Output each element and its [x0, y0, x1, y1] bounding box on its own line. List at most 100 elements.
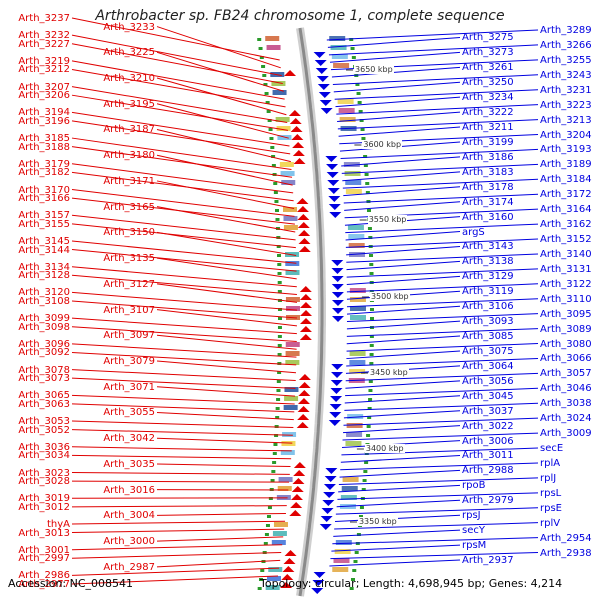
gene-label-right: Arth_3255 — [540, 54, 592, 66]
gene-label-right: Arth_3037 — [462, 405, 514, 417]
gene-arrow-forward — [324, 476, 337, 482]
gene-label-left: Arth_3182 — [18, 167, 70, 179]
gene-label-right: Arth_3174 — [462, 196, 514, 208]
gene-label-right: Arth_3022 — [462, 420, 514, 432]
gene-label-left: Arth_3128 — [18, 270, 70, 282]
gene-label-right: Arth_3066 — [540, 353, 592, 365]
feature-band-right — [343, 162, 360, 167]
gene-label-right: secY — [462, 525, 485, 537]
gc-marker — [264, 92, 269, 95]
gc-marker — [275, 416, 280, 419]
leader-line-left — [156, 463, 291, 468]
gene-label-right: Arth_3186 — [462, 151, 514, 163]
gene-label-right: Arth_3243 — [540, 69, 592, 81]
gc-marker — [275, 218, 280, 221]
gene-label-right: Arth_3143 — [462, 241, 514, 253]
gene-label-left: Arth_3210 — [103, 73, 155, 85]
gene-label-right: Arth_3093 — [462, 316, 514, 328]
gc-marker — [262, 74, 267, 77]
gene-arrow-forward — [325, 468, 338, 474]
gc-marker — [257, 38, 262, 41]
gene-arrow-forward — [316, 76, 329, 82]
gene-arrow-forward — [313, 572, 326, 578]
leader-line-left — [71, 214, 296, 241]
gene-label-left: Arth_3099 — [18, 313, 70, 325]
gene-label-left: Arth_3127 — [103, 278, 155, 290]
gene-label-left: Arth_3063 — [18, 398, 70, 410]
leader-line-left — [71, 377, 296, 389]
feature-band-left — [272, 531, 287, 536]
gene-label-left: Arth_3034 — [18, 450, 70, 462]
leader-line-left — [156, 334, 297, 350]
leader-line-left — [71, 403, 295, 413]
gene-arrow-forward — [331, 364, 344, 370]
feature-band-right — [330, 45, 347, 50]
gene-label-right: Arth_3204 — [540, 129, 592, 141]
gene-arrow-reverse — [299, 286, 312, 292]
gene-arrow-forward — [330, 388, 343, 394]
feature-band-right — [334, 549, 351, 554]
leader-line-right — [345, 380, 461, 389]
leader-line-right — [346, 328, 539, 337]
gc-marker — [356, 92, 361, 95]
gene-label-right: Arth_3193 — [540, 144, 592, 156]
leader-line-left — [156, 283, 298, 303]
gene-label-left: Arth_3212 — [18, 64, 70, 76]
gene-label-right: rpoB — [462, 480, 486, 492]
feature-band-left — [285, 270, 300, 275]
leader-line-left — [156, 51, 284, 92]
gene-label-left: Arth_3187 — [103, 124, 155, 136]
leader-line-right — [331, 544, 461, 552]
feature-band-right — [347, 225, 364, 230]
leader-line-left — [71, 146, 293, 178]
gene-arrow-reverse — [298, 246, 311, 252]
gene-label-right: Arth_3289 — [540, 25, 592, 36]
feature-band-right — [349, 360, 366, 365]
gene-label-right: Arth_3056 — [462, 375, 514, 387]
leader-line-left — [71, 86, 288, 124]
gene-arrow-forward — [331, 316, 344, 322]
gene-label-right: Arth_3038 — [540, 398, 592, 410]
gene-arrow-reverse — [299, 302, 312, 308]
feature-band-right — [333, 558, 350, 563]
leader-line-right — [336, 499, 461, 508]
leader-line-left — [71, 446, 292, 452]
gene-arrow-forward — [319, 524, 332, 530]
gc-marker — [361, 137, 366, 140]
feature-band-right — [347, 414, 364, 419]
gc-marker — [259, 56, 264, 59]
feature-band-left — [285, 297, 300, 302]
gene-arrow-reverse — [290, 126, 303, 132]
feature-band-left — [275, 117, 290, 122]
gene-arrow-forward — [320, 516, 333, 522]
gene-label-left: Arth_3225 — [103, 47, 155, 59]
leader-line-right — [346, 350, 461, 360]
leader-line-right — [343, 186, 461, 197]
gc-marker — [349, 38, 354, 41]
gene-label-right: Arth_3106 — [462, 301, 514, 313]
gene-label-right: Arth_3266 — [540, 39, 592, 51]
gene-label-right: Arth_3095 — [540, 308, 592, 320]
gene-label-right: rpsM — [462, 540, 487, 552]
feature-band-right — [338, 108, 355, 113]
gc-marker — [277, 371, 282, 374]
leader-line-right — [341, 163, 539, 174]
gene-label-left: Arth_3180 — [103, 150, 155, 162]
gc-marker — [267, 506, 272, 509]
gc-marker — [277, 290, 282, 293]
gene-arrow-reverse — [284, 70, 297, 76]
gene-arrow-reverse — [299, 326, 312, 332]
gene-label-left: Arth_3016 — [103, 484, 155, 496]
gene-arrow-forward — [330, 380, 343, 386]
gene-arrow-reverse — [293, 462, 306, 468]
gene-label-left: Arth_3097 — [103, 330, 155, 342]
feature-band-left — [285, 351, 300, 356]
leader-line-right — [346, 253, 539, 263]
gene-arrow-reverse — [297, 214, 310, 220]
leader-line-right — [346, 320, 461, 330]
gc-marker — [274, 200, 279, 203]
feature-band-left — [266, 45, 281, 50]
gene-label-left: Arth_3079 — [103, 356, 155, 368]
gc-marker — [272, 461, 277, 464]
gc-marker — [368, 236, 373, 239]
